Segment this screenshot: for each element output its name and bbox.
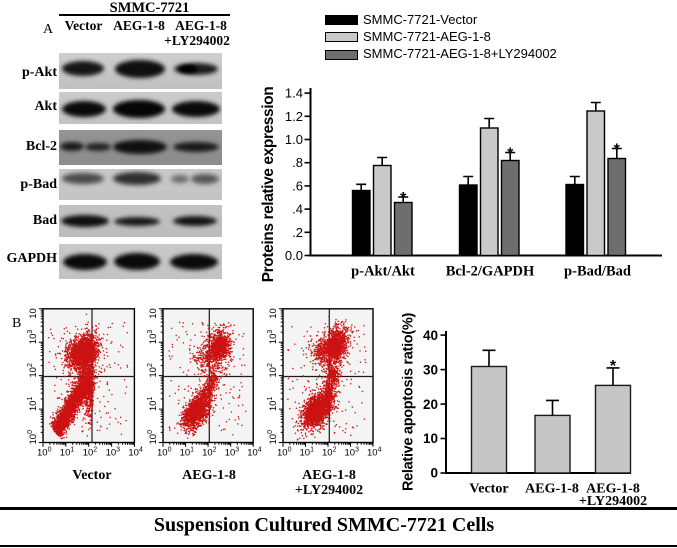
svg-text:102: 102: [202, 447, 217, 459]
svg-text:104: 104: [247, 447, 262, 459]
svg-text:101: 101: [147, 397, 159, 412]
svg-text:40: 40: [423, 328, 438, 343]
svg-text:100: 100: [157, 447, 172, 459]
svg-text:+LY294002: +LY294002: [579, 494, 647, 509]
svg-text:102: 102: [267, 363, 279, 378]
svg-text:101: 101: [60, 447, 75, 459]
svg-text:.8: .8: [292, 155, 303, 170]
svg-text:0.0: 0.0: [285, 248, 303, 263]
svg-text:103: 103: [27, 330, 39, 345]
svg-text:102: 102: [322, 447, 337, 459]
svg-text:0: 0: [430, 466, 438, 481]
svg-text:103: 103: [106, 447, 121, 459]
svg-text:1.0: 1.0: [285, 132, 303, 147]
svg-text:101: 101: [27, 397, 39, 412]
svg-text:102: 102: [83, 447, 98, 459]
svg-text:1.2: 1.2: [285, 109, 303, 124]
svg-text:10: 10: [148, 308, 159, 319]
svg-text:Vector: Vector: [469, 482, 508, 497]
svg-text:Relative apoptosis ratio(%): Relative apoptosis ratio(%): [402, 313, 417, 491]
svg-text:103: 103: [345, 447, 360, 459]
svg-text:30: 30: [423, 362, 438, 377]
svg-text:*: *: [400, 190, 407, 207]
svg-text:100: 100: [267, 430, 279, 445]
svg-text:.6: .6: [292, 178, 303, 193]
svg-text:10: 10: [423, 431, 438, 446]
svg-text:10: 10: [268, 308, 279, 319]
svg-text:.2: .2: [292, 225, 303, 240]
svg-text:Bcl-2/GAPDH: Bcl-2/GAPDH: [446, 264, 535, 280]
svg-text:Proteins relative expression: Proteins relative expression: [260, 87, 277, 283]
svg-text:*: *: [507, 146, 514, 163]
svg-text:AEG-1-8: AEG-1-8: [525, 482, 579, 497]
svg-text:101: 101: [180, 447, 195, 459]
svg-text:103: 103: [147, 330, 159, 345]
svg-text:AEG-1-8: AEG-1-8: [586, 482, 640, 497]
svg-text:101: 101: [267, 397, 279, 412]
svg-text:100: 100: [147, 430, 159, 445]
svg-text:103: 103: [225, 447, 240, 459]
svg-text:p-Akt/Akt: p-Akt/Akt: [351, 264, 415, 280]
svg-text:.4: .4: [292, 202, 303, 217]
svg-text:*: *: [610, 358, 617, 375]
svg-text:101: 101: [300, 447, 315, 459]
svg-text:20: 20: [423, 397, 438, 412]
svg-text:p-Bad/Bad: p-Bad/Bad: [564, 264, 631, 280]
svg-text:10: 10: [28, 308, 39, 319]
svg-text:100: 100: [277, 447, 292, 459]
svg-text:104: 104: [367, 447, 382, 459]
svg-text:102: 102: [147, 363, 159, 378]
svg-text:100: 100: [37, 447, 52, 459]
svg-text:104: 104: [128, 447, 143, 459]
svg-text:102: 102: [27, 363, 39, 378]
svg-text:*: *: [614, 142, 621, 159]
svg-text:1.4: 1.4: [285, 86, 303, 101]
svg-text:100: 100: [27, 430, 39, 445]
svg-text:103: 103: [267, 330, 279, 345]
